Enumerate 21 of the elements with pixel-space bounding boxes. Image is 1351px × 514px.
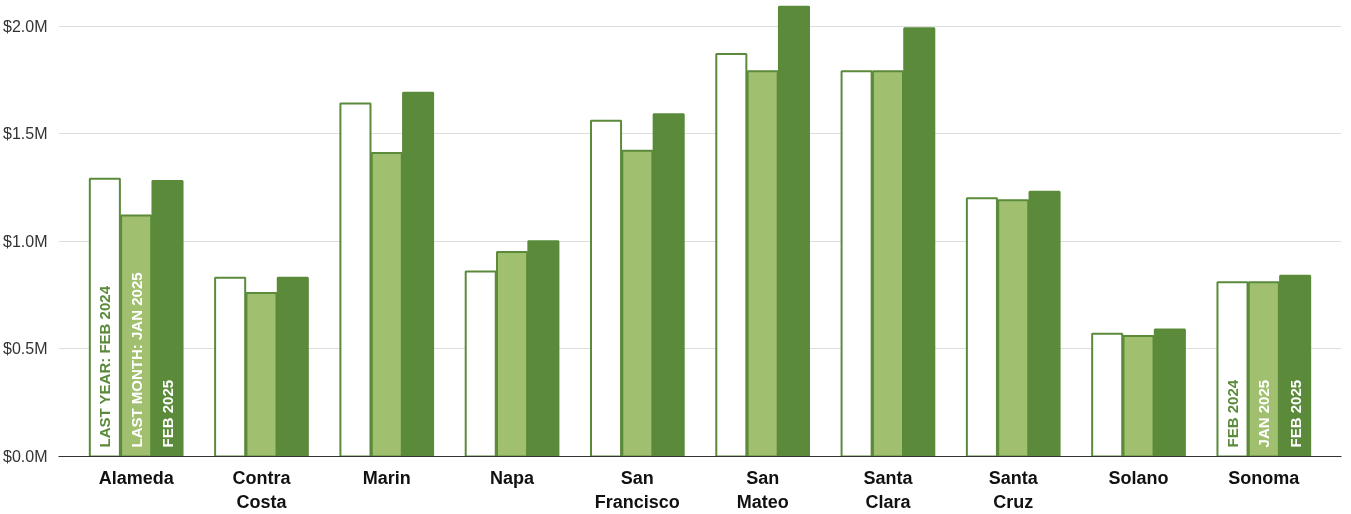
x-tick-label: Marin	[362, 467, 411, 488]
series-label: LAST YEAR: FEB 2024	[96, 285, 114, 448]
annotation: JAN 2025	[1255, 379, 1273, 448]
series-label: FEB 2025	[159, 379, 176, 448]
annotation: FEB 2024	[1224, 379, 1241, 448]
x-tick-label: Solano	[1108, 467, 1169, 488]
x-tick-label: Napa	[490, 467, 536, 488]
series-label: LAST MONTH: JAN 2025	[127, 272, 145, 448]
x-tick-label: Alameda	[98, 467, 175, 488]
y-tick-label: $0.5M	[3, 340, 48, 358]
x-tick-label: Santa Clara	[863, 467, 914, 512]
x-tick-label: Contra Costa	[232, 467, 292, 512]
y-tick-label: $2.0M	[3, 17, 48, 35]
y-tick-label: $1.0M	[3, 232, 48, 250]
x-tick-label: San Mateo	[736, 467, 789, 512]
x-tick-label: Sonoma	[1228, 467, 1301, 488]
y-tick-label: $0.0M	[3, 448, 48, 465]
annotation: FEB 2025	[1286, 379, 1304, 448]
x-tick-label: San Francisco	[594, 467, 680, 512]
y-tick-label: $1.5M	[3, 125, 48, 143]
x-tick-label: Santa Cruz	[988, 467, 1039, 512]
